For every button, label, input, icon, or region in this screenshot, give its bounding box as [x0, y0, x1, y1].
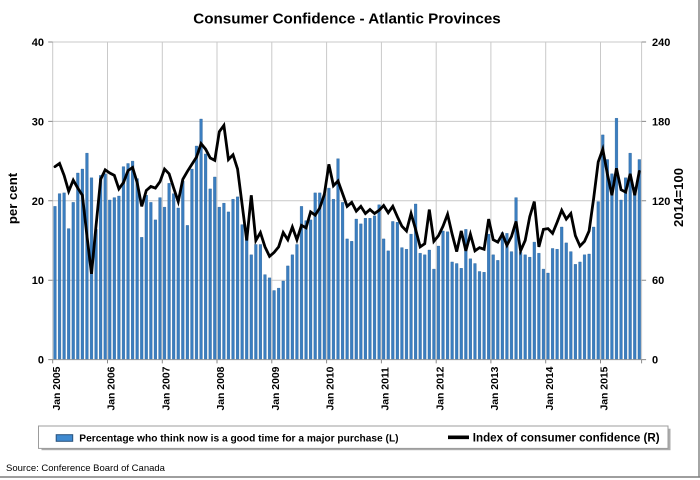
svg-text:Jan 2005: Jan 2005: [52, 366, 63, 410]
svg-text:Jan 2013: Jan 2013: [490, 366, 501, 410]
svg-text:240: 240: [652, 37, 670, 49]
svg-text:Jan 2006: Jan 2006: [107, 366, 118, 410]
svg-text:0: 0: [38, 355, 44, 367]
svg-text:Jan 2007: Jan 2007: [161, 366, 172, 410]
svg-text:Jan 2011: Jan 2011: [381, 367, 392, 411]
svg-text:Percentage who think now is a: Percentage who think now is a good time …: [79, 433, 398, 444]
svg-text:Consumer Confidence - Atlantic: Consumer Confidence - Atlantic Provinces: [193, 10, 500, 27]
svg-text:Jan 2015: Jan 2015: [600, 366, 611, 410]
svg-text:Jan 2012: Jan 2012: [435, 366, 446, 410]
svg-text:per cent: per cent: [5, 172, 20, 224]
svg-text:180: 180: [652, 116, 670, 128]
svg-text:30: 30: [32, 116, 44, 128]
svg-text:Jan 2008: Jan 2008: [216, 366, 227, 410]
svg-text:Jan 2014: Jan 2014: [545, 366, 556, 410]
svg-text:Index of consumer confidence (: Index of consumer confidence (R): [473, 431, 660, 444]
svg-text:2014=100: 2014=100: [671, 168, 686, 227]
svg-text:120: 120: [652, 196, 670, 208]
svg-text:0: 0: [652, 355, 658, 367]
svg-text:10: 10: [32, 275, 44, 287]
svg-text:60: 60: [652, 275, 664, 287]
svg-text:Source: Conference Board of Ca: Source: Conference Board of Canada: [6, 463, 166, 474]
svg-text:20: 20: [32, 196, 44, 208]
svg-text:Jan 2009: Jan 2009: [271, 366, 282, 410]
svg-text:Jan 2010: Jan 2010: [326, 366, 337, 410]
svg-text:40: 40: [32, 37, 44, 49]
